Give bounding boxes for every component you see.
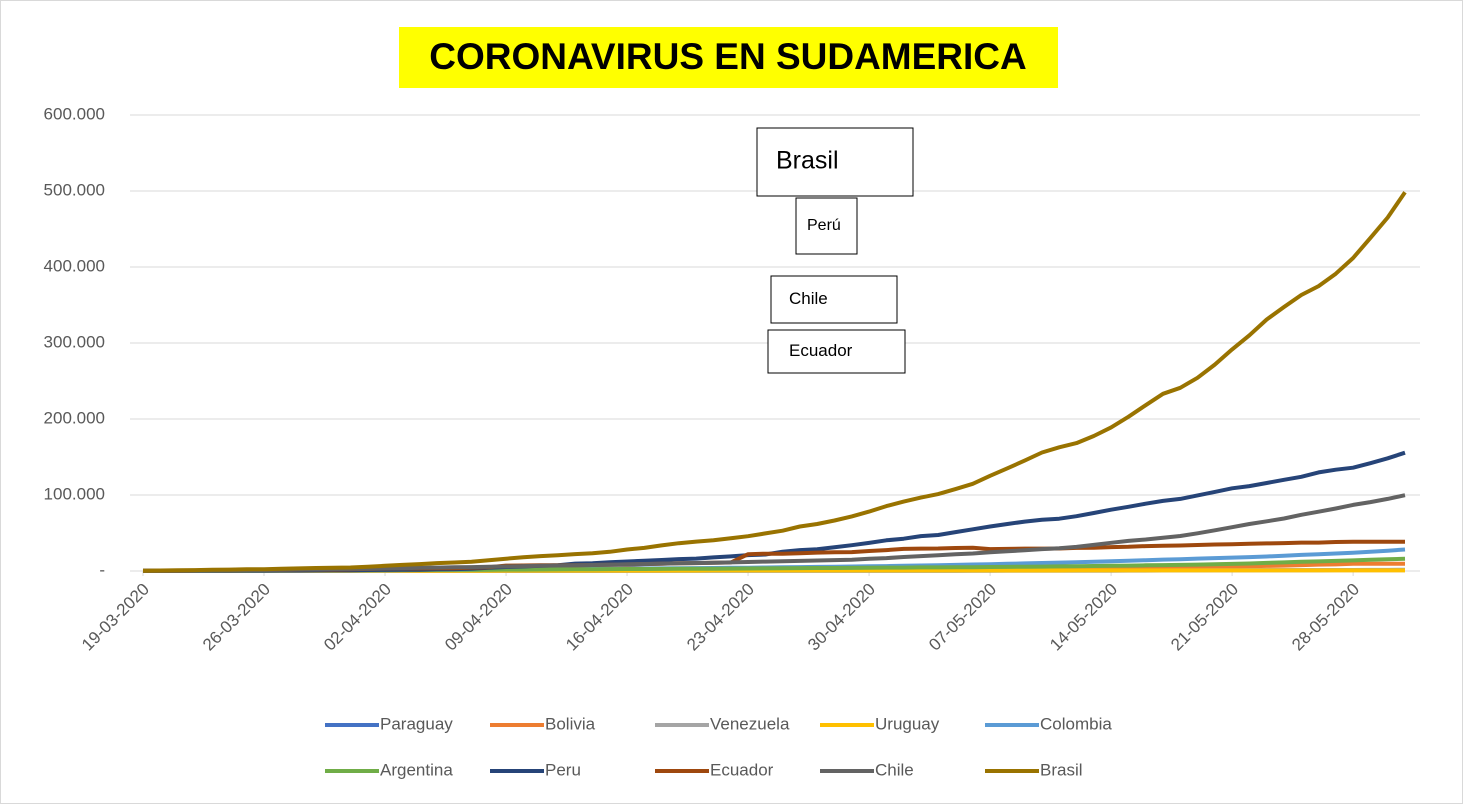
y-tick-label: - <box>99 560 105 579</box>
y-tick-label: 100.000 <box>44 484 105 503</box>
legend-label: Colombia <box>1040 714 1112 733</box>
y-tick-label: 300.000 <box>44 332 105 351</box>
annotation-label: Brasil <box>776 147 839 175</box>
legend-label: Chile <box>875 760 914 779</box>
legend-label: Argentina <box>380 760 453 779</box>
legend-label: Peru <box>545 760 581 779</box>
legend-label: Uruguay <box>875 714 940 733</box>
legend-label: Ecuador <box>710 760 774 779</box>
legend-label: Paraguay <box>380 714 453 733</box>
y-tick-label: 200.000 <box>44 408 105 427</box>
legend-label: Venezuela <box>710 714 790 733</box>
annotation-label: Ecuador <box>789 341 853 360</box>
legend-label: Bolivia <box>545 714 596 733</box>
annotation-box <box>767 329 906 374</box>
y-tick-label: 500.000 <box>44 180 105 199</box>
y-tick-label: 400.000 <box>44 256 105 275</box>
annotation-box <box>756 127 914 197</box>
title-highlight <box>399 27 1058 88</box>
annotation-box <box>795 197 858 255</box>
y-tick-label: 600.000 <box>44 104 105 123</box>
legend-label: Brasil <box>1040 760 1083 779</box>
series-line <box>142 191 1407 573</box>
chart-title: CORONAVIRUS EN SUDAMERICA <box>429 36 1027 77</box>
annotation-label: Chile <box>789 289 828 308</box>
annotation-label: Perú <box>807 217 841 234</box>
annotation-box <box>770 275 898 324</box>
